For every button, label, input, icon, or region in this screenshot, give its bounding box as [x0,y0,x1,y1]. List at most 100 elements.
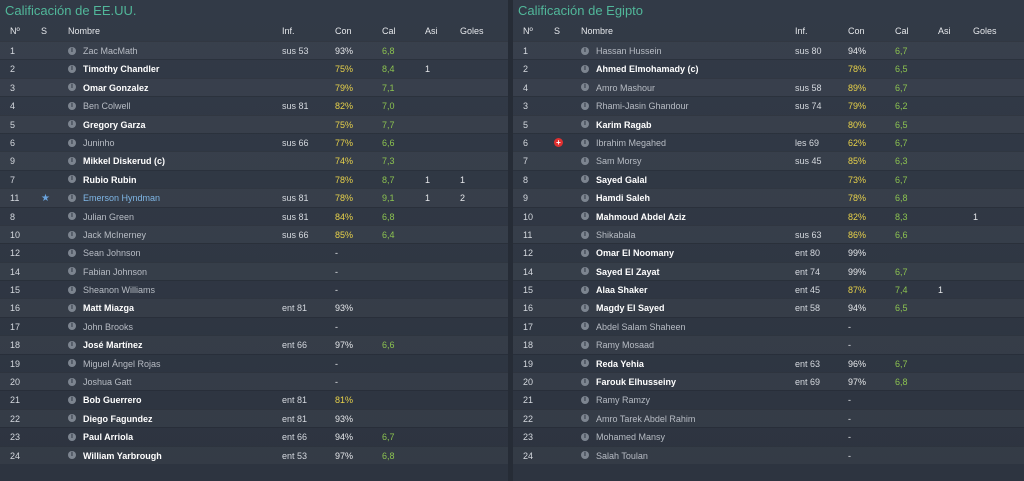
player-name[interactable]: Amro Mashour [596,82,656,93]
player-name[interactable]: Reda Yehia [596,358,644,369]
header-s[interactable]: S [554,26,561,36]
info-icon[interactable]: i [581,65,589,74]
player-name[interactable]: Mikkel Diskerud (c) [83,156,166,167]
info-icon[interactable]: i [581,263,590,281]
table-row[interactable]: 12 i Omar El Noomany ent 80 99% [513,243,1024,261]
info-icon[interactable]: i [68,304,76,313]
info-icon[interactable]: i [581,189,590,207]
header-gol[interactable]: Goles [460,26,484,36]
info-icon[interactable]: i [581,285,589,294]
table-row[interactable]: 2 i Ahmed Elmohamady (c) 78% 6,5 [513,59,1024,77]
player-name[interactable]: Salah Toulan [596,450,648,461]
info-icon[interactable]: i [68,267,76,276]
info-icon[interactable]: i [581,340,589,349]
info-icon[interactable]: i [581,79,590,97]
info-icon[interactable]: i [581,226,590,244]
table-row[interactable]: 10 i Mahmoud Abdel Aziz 82% 8,3 1 [513,206,1024,225]
table-row[interactable]: 7 i Rubio Rubin 78% 8,7 1 1 [0,169,508,188]
info-icon[interactable]: i [68,281,77,299]
table-row[interactable]: 3 i Rhami-Jasin Ghandour sus 74 79% 6,2 [513,96,1024,114]
info-icon[interactable]: i [68,138,76,147]
info-icon[interactable]: i [581,377,589,386]
table-row[interactable]: 16 i Magdy El Sayed ent 58 94% 6,5 [513,298,1024,316]
player-name[interactable]: Shikabala [596,229,636,240]
player-name[interactable]: Amro Tarek Abdel Rahim [596,413,696,424]
table-row[interactable]: 4 i Amro Mashour sus 58 89% 6,7 [513,77,1024,97]
header-num[interactable]: Nº [10,26,20,36]
info-icon[interactable]: i [68,340,76,349]
player-name[interactable]: Ramy Ramzy [596,395,651,406]
info-icon[interactable]: i [68,451,76,460]
info-icon[interactable]: i [581,432,589,441]
table-row[interactable]: 23 i Mohamed Mansy - [513,427,1024,445]
info-icon[interactable]: i [581,410,590,428]
info-icon[interactable]: i [68,244,77,262]
info-icon[interactable]: i [68,248,76,257]
table-row[interactable]: 14 i Sayed El Zayat ent 74 99% 6,7 [513,261,1024,281]
info-icon[interactable]: i [68,377,76,386]
info-icon[interactable]: i [68,230,76,239]
table-row[interactable]: 8 i Sayed Galal 73% 6,7 [513,169,1024,188]
info-icon[interactable]: i [68,134,77,152]
info-icon[interactable]: i [581,281,590,299]
player-name[interactable]: Omar Gonzalez [83,82,149,93]
info-icon[interactable]: i [68,101,76,110]
header-asi[interactable]: Asi [425,26,438,36]
player-name[interactable]: Ben Colwell [83,101,131,112]
player-name[interactable]: Hamdi Saleh [596,193,651,204]
info-icon[interactable]: i [581,138,589,147]
info-icon[interactable]: i [68,152,77,170]
info-icon[interactable]: i [68,42,77,60]
player-name[interactable]: Zac MacMath [83,46,138,56]
header-s[interactable]: S [41,26,48,36]
table-row[interactable]: 6 + i Ibrahim Megahed les 69 62% 6,7 [513,132,1024,151]
player-name[interactable]: Rubio Rubin [83,174,137,185]
info-icon[interactable]: i [68,83,76,92]
info-icon[interactable]: i [581,391,590,409]
info-icon[interactable]: i [581,152,590,170]
info-icon[interactable]: i [581,46,589,55]
info-icon[interactable]: i [581,83,589,92]
table-row[interactable]: 14 i Fabian Johnson - [0,261,508,281]
info-icon[interactable]: i [68,79,77,97]
info-icon[interactable]: i [68,336,77,354]
info-icon[interactable]: i [68,285,76,294]
table-row[interactable]: 12 i Sean Johnson - [0,243,508,261]
table-row[interactable]: 6 i Juninho sus 66 77% 6,6 [0,132,508,152]
info-icon[interactable]: i [581,193,589,202]
header-num[interactable]: Nº [523,26,533,36]
info-icon[interactable]: i [581,318,590,336]
info-icon[interactable]: i [68,263,77,281]
info-icon[interactable]: i [581,212,589,221]
info-icon[interactable]: i [68,359,76,368]
player-name[interactable]: Farouk Elhusseiny [596,377,677,388]
player-name[interactable]: Diego Fagundez [83,413,153,424]
table-row[interactable]: 18 i Ramy Mosaad - [513,335,1024,353]
table-row[interactable]: 9 i Mikkel Diskerud (c) 74% 7,3 [0,151,508,169]
table-row[interactable]: 7 i Sam Morsy sus 45 85% 6,3 [513,151,1024,169]
player-name[interactable]: Rhami-Jasin Ghandour [596,101,689,112]
player-name[interactable]: Ramy Mosaad [596,340,655,351]
table-row[interactable]: 19 i Reda Yehia ent 63 96% 6,7 [513,353,1024,372]
info-icon[interactable]: i [68,116,77,134]
table-row[interactable]: 17 i Abdel Salam Shaheen - [513,316,1024,336]
table-row[interactable]: 15 i Alaa Shaker ent 45 87% 7,4 1 [513,280,1024,298]
info-icon[interactable]: i [68,208,77,226]
player-name[interactable]: John Brooks [83,321,134,332]
info-icon[interactable]: i [581,101,589,110]
player-name[interactable]: Omar El Noomany [596,248,675,259]
player-name[interactable]: Timothy Chandler [83,64,160,75]
table-row[interactable]: 17 i John Brooks - [0,316,508,335]
player-name[interactable]: Julian Green [83,211,135,222]
info-icon[interactable]: i [68,175,76,184]
info-icon[interactable]: i [581,248,589,257]
info-icon[interactable]: i [68,212,76,221]
info-icon[interactable]: i [68,410,77,428]
player-name[interactable]: Miguel Ángel Rojas [83,358,161,369]
player-name[interactable]: William Yarbrough [83,450,162,461]
info-icon[interactable]: i [581,396,589,405]
player-name[interactable]: Jack McInerney [83,229,147,240]
info-icon[interactable]: i [581,428,590,446]
info-icon[interactable]: i [68,156,76,165]
table-row[interactable]: 22 i Amro Tarek Abdel Rahim - [513,408,1024,428]
